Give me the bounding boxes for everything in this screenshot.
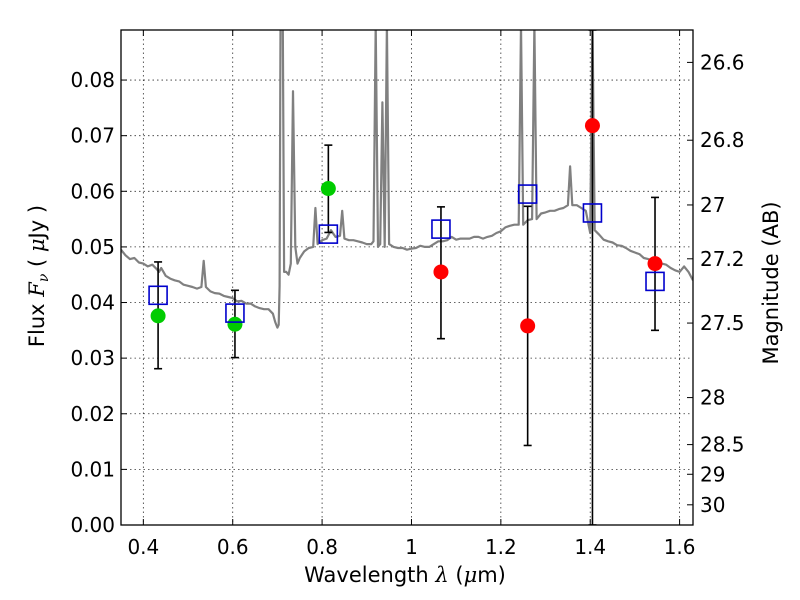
y-label-unit-close: Jy ) xyxy=(25,205,49,241)
y-tick-label: 0.00 xyxy=(70,513,115,537)
x-label-text: Wavelength xyxy=(304,563,435,587)
x-tick-label: 1.4 xyxy=(574,535,606,559)
y-axis-label: Flux Fν ( μJy ) xyxy=(25,205,52,347)
right-tick-label: 27 xyxy=(700,193,725,217)
x-tick-label: 0.6 xyxy=(217,535,249,559)
y-label-symbol: F xyxy=(25,281,49,298)
detection-point xyxy=(320,181,336,197)
model-photometry-box xyxy=(582,203,603,223)
non-detection-point xyxy=(647,256,663,272)
y-tick-label: 0.05 xyxy=(70,235,115,259)
right-tick-label: 27.5 xyxy=(700,311,745,335)
model-photometry-box xyxy=(431,219,451,239)
non-detection-point xyxy=(584,118,600,134)
x-label-unit-mu: μ xyxy=(464,563,478,587)
y-tick-label: 0.08 xyxy=(70,68,115,92)
plot-area xyxy=(121,30,693,525)
model-photometry-box xyxy=(645,271,665,292)
right-tick-label: 30 xyxy=(700,493,725,517)
non-detection-point xyxy=(520,318,536,334)
right-axis-label: Magnitude (AB) xyxy=(759,201,783,364)
x-tick-label: 1.6 xyxy=(664,535,696,559)
right-tick-label: 29 xyxy=(700,462,725,486)
right-tick-label: 26.6 xyxy=(700,50,745,74)
y-label-text: Flux xyxy=(25,297,49,347)
y-tick-label: 0.01 xyxy=(70,457,115,481)
x-tick-label: 1 xyxy=(405,535,418,559)
right-tick-label: 26.8 xyxy=(700,128,745,152)
model-photometry-box xyxy=(318,224,339,244)
right-tick-label: 27.2 xyxy=(700,247,745,271)
y-tick-label: 0.04 xyxy=(70,291,115,315)
right-tick-label: 28.5 xyxy=(700,433,745,457)
x-tick-label: 0.4 xyxy=(127,535,159,559)
y-tick-label: 0.06 xyxy=(70,179,115,203)
tick-marks: 0.4 0.6 0.8 1 1.2 1.4 1.6 0.00 0.01 0.02 0.03 0.04 0… xyxy=(70,30,745,559)
x-tick-label: 1.2 xyxy=(485,535,517,559)
model-photometry-box xyxy=(225,303,245,323)
model-photometry-box xyxy=(148,285,168,306)
y-tick-label: 0.03 xyxy=(70,346,115,370)
model-photometry-box xyxy=(517,184,538,204)
right-tick-label: 28 xyxy=(700,386,725,410)
x-label-unit-open: ( xyxy=(449,563,464,587)
plot-frame xyxy=(120,29,694,526)
non-detection-point xyxy=(433,264,449,280)
detection-point xyxy=(150,308,166,324)
x-label-unit-close: m) xyxy=(477,563,506,587)
y-tick-label: 0.02 xyxy=(70,402,115,426)
x-axis-label: Wavelength λ (μm) xyxy=(304,563,506,587)
detection-point xyxy=(227,316,243,332)
x-tick-label: 0.8 xyxy=(306,535,338,559)
grid-lines xyxy=(121,30,693,526)
y-label-unit-mu: μ xyxy=(25,238,49,252)
x-label-symbol: λ xyxy=(434,563,448,587)
y-label-unit-open: ( xyxy=(25,252,49,274)
y-label-subscript: ν xyxy=(36,273,52,282)
model-spectrum-line xyxy=(121,30,693,329)
y-tick-label: 0.07 xyxy=(70,124,115,148)
